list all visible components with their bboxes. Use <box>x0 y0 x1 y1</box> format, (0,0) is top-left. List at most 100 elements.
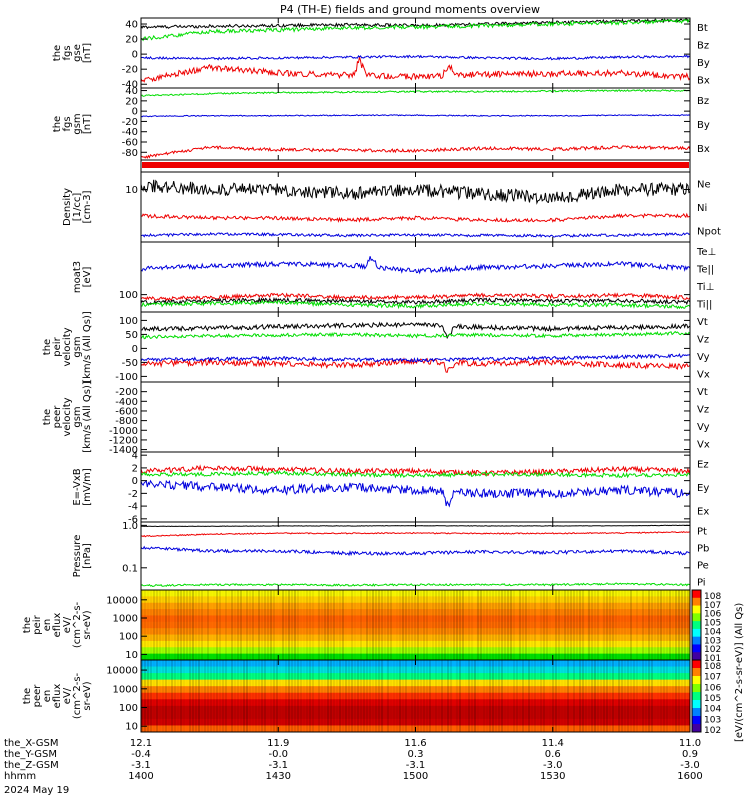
heatmap-column <box>282 660 284 732</box>
heatmap-column <box>285 660 287 732</box>
heatmap-column <box>489 660 491 732</box>
legend-vy: Vy <box>697 352 710 363</box>
heatmap-column <box>630 590 632 660</box>
ylabel-line: gse <box>72 44 83 62</box>
series-bx <box>141 54 690 61</box>
colorbar-tick: 108 <box>704 662 721 672</box>
heatmap-column <box>327 660 329 732</box>
heatmap-column <box>336 660 338 732</box>
heatmap-column <box>561 660 563 732</box>
heatmap-column <box>354 590 356 660</box>
heatmap-column <box>201 660 203 732</box>
heatmap-column <box>624 660 626 732</box>
heatmap-column <box>510 660 512 732</box>
heatmap-column <box>171 590 173 660</box>
heatmap-column <box>396 660 398 732</box>
heatmap-column <box>480 590 482 660</box>
heatmap-cells <box>141 660 690 732</box>
heatmap-column <box>258 590 260 660</box>
colorbar-segment <box>692 590 701 599</box>
heatmap-column <box>501 660 503 732</box>
heatmap-column <box>357 660 359 732</box>
heatmap-column <box>273 590 275 660</box>
heatmap-column <box>378 660 380 732</box>
heatmap-column <box>462 660 464 732</box>
heatmap-column <box>591 660 593 732</box>
heatmap-column <box>381 660 383 732</box>
ylabel-line: (cm^2-s- <box>72 601 83 648</box>
ytick-label: 1000 <box>113 684 138 695</box>
heatmap-column <box>387 590 389 660</box>
heatmap-column <box>396 590 398 660</box>
heatmap-column <box>546 660 548 732</box>
heatmap-column <box>189 660 191 732</box>
panel-frame <box>140 521 691 591</box>
heatmap-column <box>195 660 197 732</box>
colorbar-segment <box>692 708 701 717</box>
colorbar-tick: 102 <box>704 645 721 655</box>
xaxis-value: -3.0 <box>543 760 563 771</box>
ytick-label: 1000 <box>113 614 138 625</box>
heatmap-column <box>537 660 539 732</box>
xaxis-row-label: the_Y-GSM <box>4 749 57 760</box>
heatmap-column <box>363 590 365 660</box>
xaxis-value: -3.1 <box>131 760 151 771</box>
colorbar-segment <box>692 676 701 685</box>
legend-vz: Vz <box>697 334 709 345</box>
heatmap-column <box>144 660 146 732</box>
heatmap-column <box>384 590 386 660</box>
heatmap-column <box>612 660 614 732</box>
ylabel-line: the <box>42 339 53 355</box>
heatmap-column <box>249 660 251 732</box>
heatmap-column <box>390 660 392 732</box>
heatmap-column <box>612 590 614 660</box>
panel-peer-spec-ylabel: the peer en eflux eV/(cm^2-s-sr-eV) <box>22 672 93 719</box>
xaxis-value: 11.9 <box>267 738 289 749</box>
series-bz <box>141 145 690 159</box>
heatmap-column <box>150 660 152 732</box>
heatmap-column <box>231 660 233 732</box>
ylabel-line: eV/ <box>62 616 73 633</box>
heatmap-column <box>306 660 308 732</box>
heatmap-column <box>324 660 326 732</box>
heatmap-column <box>219 660 221 732</box>
ylabel-line: en <box>42 619 53 632</box>
heatmap-column <box>513 590 515 660</box>
heatmap-column <box>681 590 683 660</box>
heatmap-column <box>258 660 260 732</box>
heatmap-column <box>333 590 335 660</box>
heatmap-column <box>687 590 689 660</box>
ytick-label: -20 <box>122 65 138 76</box>
heatmap-column <box>678 590 680 660</box>
heatmap-column <box>675 590 677 660</box>
heatmap-column <box>351 590 353 660</box>
series-vy <box>141 330 690 340</box>
heatmap-band <box>141 602 690 610</box>
xaxis-row-label: the_Z-GSM <box>4 760 59 771</box>
heatmap-column <box>279 590 281 660</box>
heatmap-column <box>174 660 176 732</box>
heatmap-column <box>387 660 389 732</box>
heatmap-column <box>366 660 368 732</box>
panel-pressure-ylabel: Pressure [nPa] <box>72 535 93 578</box>
colorbar-segment <box>692 597 701 607</box>
heatmap-column <box>231 590 233 660</box>
xaxis-value: 11.4 <box>542 738 564 749</box>
ylabel-line: the <box>52 45 63 61</box>
colorbar-segment <box>692 660 701 669</box>
heatmap-column <box>663 590 665 660</box>
heatmap-column <box>435 590 437 660</box>
heatmap-column <box>591 590 593 660</box>
heatmap-column <box>468 660 470 732</box>
heatmap-column <box>213 660 215 732</box>
series-vx <box>141 353 690 363</box>
heatmap-column <box>468 590 470 660</box>
heatmap-band <box>141 692 690 700</box>
heatmap-column <box>243 660 245 732</box>
colorbar-tick: 106 <box>704 683 721 693</box>
heatmap-column <box>651 590 653 660</box>
heatmap-column <box>504 660 506 732</box>
legend-bz: Bz <box>697 40 709 51</box>
series-ne <box>141 179 690 205</box>
